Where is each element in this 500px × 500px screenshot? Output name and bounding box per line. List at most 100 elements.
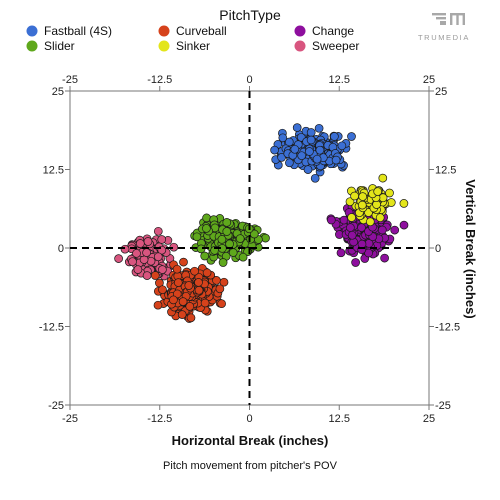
point-sweeper [128,257,137,267]
point-curveball [219,277,229,287]
y-axis-label: Vertical Break (inches) [463,179,478,318]
trumedia-logo-icon [432,13,465,25]
x-tick-label-bottom: 0 [246,413,252,425]
point-curveball [172,289,182,299]
point-fastball-4s [278,133,288,143]
point-slider [249,229,259,239]
point-fastball-4s [277,153,286,162]
y-tick-label-left: 12.5 [43,165,64,177]
y-tick-label-right: -25 [435,400,451,412]
brand-name: TRUMEDIA [418,33,470,42]
point-sinker [358,192,368,201]
point-change [351,258,360,267]
legend-marker-slider [26,40,38,52]
point-change [346,223,355,232]
point-change [390,225,400,235]
point-sinker [385,188,394,198]
point-sweeper [158,265,167,274]
legend-marker-change [294,25,306,37]
point-sweeper [142,271,152,280]
legend-label-slider: Slider [44,39,75,53]
point-curveball [184,281,194,290]
x-tick-label-top: 12.5 [329,74,350,86]
y-tick-label-left: -25 [48,400,64,412]
y-tick-label-left: 25 [52,86,64,98]
point-curveball [179,257,188,267]
y-tick-label-right: -12.5 [435,322,460,334]
point-slider [222,227,232,236]
legend-label-fastball-4s: Fastball (4S) [44,24,112,38]
point-sinker [365,217,375,227]
point-curveball [202,268,212,278]
point-fastball-4s [310,173,320,183]
point-sinker [373,187,383,196]
point-sweeper [157,235,167,244]
point-slider [192,232,202,242]
point-fastball-4s [303,165,313,174]
point-sweeper [153,252,163,262]
point-slider [225,239,234,249]
point-fastball-4s [331,155,341,165]
point-curveball [186,313,196,323]
y-tick-label-left: 0 [58,243,64,255]
point-fastball-4s [290,144,300,154]
legend-marker-sweeper [294,40,306,52]
x-tick-label-bottom: -12.5 [147,413,172,425]
point-fastball-4s [297,151,307,161]
x-tick-label-bottom: -25 [62,413,78,425]
point-sweeper [142,248,151,257]
point-change [347,230,357,240]
point-sweeper [132,249,141,258]
point-change [336,248,346,258]
y-tick-label-right: 0 [435,243,441,255]
legend-label-curveball: Curveball [176,24,227,38]
legend-label-change: Change [312,24,354,38]
point-curveball [169,295,178,305]
point-curveball [177,310,187,319]
point-slider [218,258,228,267]
point-sinker [375,213,385,223]
legend-label-sinker: Sinker [176,39,210,53]
point-fastball-4s [270,145,279,155]
chart-caption: Pitch movement from pitcher's POV [163,460,338,472]
point-curveball [217,299,226,309]
y-tick-label-right: 25 [435,86,447,98]
point-curveball [172,264,182,274]
point-fastball-4s [347,132,356,141]
point-fastball-4s [306,135,316,145]
point-sinker [399,199,409,208]
legend-marker-fastball-4s [26,25,38,37]
x-tick-label-top: 25 [423,74,435,86]
point-change [399,220,409,230]
point-sinker [350,191,359,201]
point-sinker [345,197,355,207]
point-change [339,215,349,225]
legend-marker-curveball [158,25,170,37]
legend-marker-sinker [158,40,170,52]
point-sweeper [135,239,145,248]
x-tick-label-bottom: 25 [423,413,435,425]
point-fastball-4s [284,137,294,147]
point-curveball [185,302,195,311]
point-change [380,253,389,263]
point-sweeper [153,226,163,236]
point-slider [261,233,270,243]
legend: Fastball (4S) Curveball Change Slider Sinker… [26,24,359,53]
x-tick-label-top: 0 [246,74,252,86]
x-tick-label-top: -25 [62,74,78,86]
legend-title: PitchType [219,7,281,23]
point-slider [202,224,211,233]
point-sinker [357,200,367,210]
y-tick-label-right: 12.5 [435,165,456,177]
point-curveball [194,285,204,295]
point-slider [238,252,248,262]
point-curveball [150,271,160,280]
point-change [357,239,367,249]
y-tick-label-left: -12.5 [39,322,64,334]
point-change [364,248,373,258]
point-curveball [200,298,210,308]
x-tick-label-top: -12.5 [147,74,172,86]
point-slider [217,235,227,244]
point-fastball-4s [337,141,347,151]
